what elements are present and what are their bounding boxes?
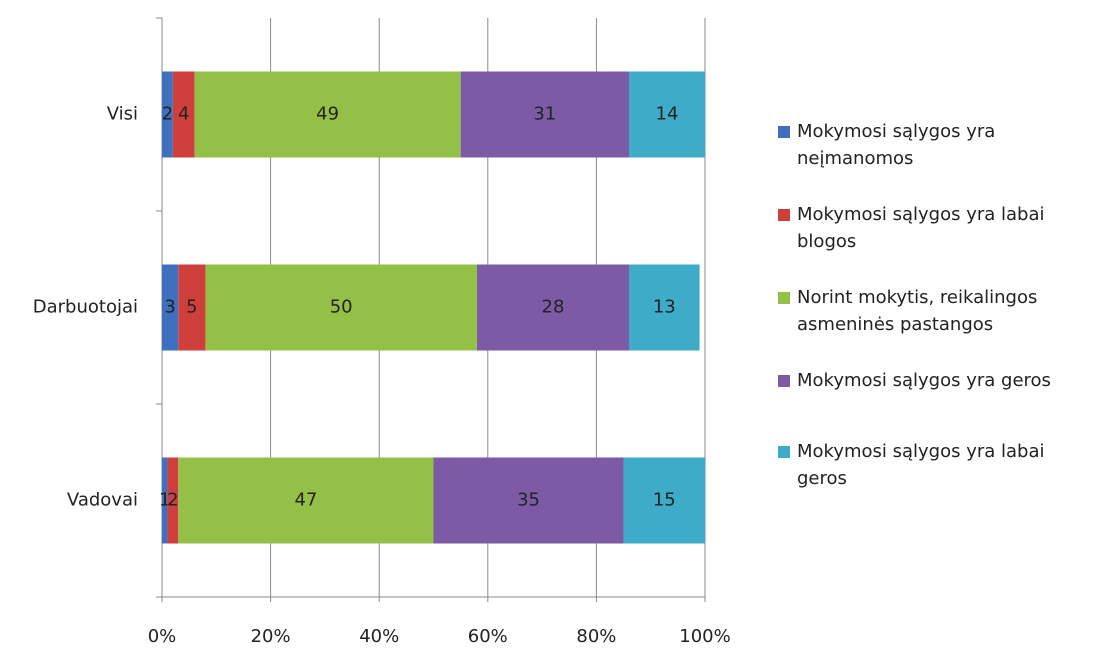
bar-segment bbox=[460, 71, 629, 158]
legend-item: Norint mokytis, reikalingos asmeninės pa… bbox=[778, 284, 1098, 367]
data-label: 35 bbox=[517, 490, 540, 511]
y-tick-label: Visi bbox=[107, 104, 138, 125]
x-tick-label: 60% bbox=[468, 626, 508, 647]
legend-label: Mokymosi sąlygos yra neįmanomos bbox=[797, 121, 996, 169]
bar-segment bbox=[178, 264, 206, 351]
data-label: 3 bbox=[164, 297, 175, 318]
legend-swatch bbox=[778, 209, 790, 221]
bar-segment bbox=[162, 71, 173, 158]
data-label: 28 bbox=[542, 297, 565, 318]
bar-segment bbox=[628, 71, 705, 158]
bar-segment bbox=[476, 264, 629, 351]
legend-label: Mokymosi sąlygos yra labai blogos bbox=[797, 204, 1045, 252]
bar-segment bbox=[205, 264, 477, 351]
x-tick-label: 0% bbox=[148, 626, 177, 647]
legend-label: Norint mokytis, reikalingos asmeninės pa… bbox=[797, 287, 1038, 335]
data-label: 4 bbox=[178, 104, 189, 125]
legend-swatch bbox=[778, 292, 790, 304]
legend-swatch bbox=[778, 126, 790, 138]
legend-swatch bbox=[778, 375, 790, 387]
x-tick-label: 100% bbox=[679, 626, 730, 647]
data-label: 1 bbox=[159, 490, 170, 511]
bar-segment bbox=[194, 71, 461, 158]
x-tick-label: 40% bbox=[359, 626, 399, 647]
bar-segment bbox=[178, 457, 434, 544]
legend-item: Mokymosi sąlygos yra labai blogos bbox=[778, 201, 1098, 284]
legend-swatch bbox=[778, 446, 790, 458]
legend-item: Mokymosi sąlygos yra neįmanomos bbox=[778, 118, 1098, 201]
bar-segment bbox=[172, 71, 195, 158]
bar-segment bbox=[162, 264, 179, 351]
bar-segment bbox=[628, 264, 700, 351]
data-label: 31 bbox=[533, 104, 556, 125]
x-tick-label: 80% bbox=[576, 626, 616, 647]
data-label: 50 bbox=[330, 297, 353, 318]
legend-label: Mokymosi sąlygos yra labai geros bbox=[797, 441, 1045, 489]
data-label: 13 bbox=[653, 297, 676, 318]
data-label: 49 bbox=[316, 104, 339, 125]
bar-segment bbox=[167, 457, 179, 544]
bar-segment bbox=[162, 457, 168, 544]
bar-segment bbox=[623, 457, 705, 544]
data-label: 15 bbox=[653, 490, 676, 511]
data-label: 2 bbox=[162, 104, 173, 125]
data-label: 14 bbox=[656, 104, 679, 125]
x-tick-label: 20% bbox=[251, 626, 291, 647]
data-label: 2 bbox=[167, 490, 178, 511]
legend-item: Mokymosi sąlygos yra geros bbox=[778, 367, 1098, 438]
bar-segment bbox=[433, 457, 624, 544]
data-label: 47 bbox=[294, 490, 317, 511]
data-label: 5 bbox=[186, 297, 197, 318]
legend: Mokymosi sąlygos yra neįmanomos Mokymosi … bbox=[778, 118, 1098, 521]
legend-label: Mokymosi sąlygos yra geros bbox=[797, 370, 1051, 391]
y-tick-label: Vadovai bbox=[67, 490, 138, 511]
y-tick-label: Darbuotojai bbox=[33, 297, 138, 318]
legend-item: Mokymosi sąlygos yra labai geros bbox=[778, 438, 1098, 521]
